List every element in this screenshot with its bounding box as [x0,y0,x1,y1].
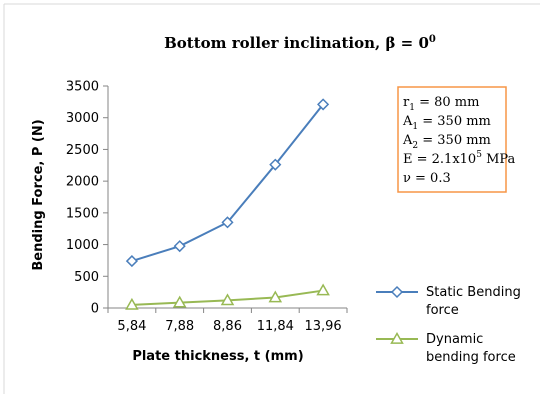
series-layer [125,98,330,310]
parameter-subscript: 2 [412,141,418,151]
y-tick-label: 500 [74,270,99,285]
series-2-point [316,283,330,296]
x-tick-label: 8,86 [213,319,242,334]
parameter-rest: = 80 mm [415,95,480,110]
axes: 0 500 1000 1500 2000 2500 3000 3500 5,84 7,88 8,86… [66,80,348,334]
parameter-rest: = 350 mm [418,114,491,129]
parameter-base: A [402,133,413,148]
series-1-point [125,255,138,268]
series-2-point [220,293,235,306]
legend-label-1: Static Bending force [426,285,521,318]
parameter-base: r [403,95,410,110]
parameter-rest: = 350 mm [418,133,491,148]
series-1-point [221,216,234,229]
legend-label-line: Dynamic [426,332,483,347]
parameter-rest: MPa [482,152,516,167]
parameter-subscript: 1 [412,122,418,132]
parameter-subscript: 1 [409,103,415,113]
x-axis-title: Plate thickness, t (mm) [132,349,303,364]
x-tick-label: 7,88 [165,319,194,334]
y-tick-label: 2500 [66,143,99,158]
legend-label-line: bending force [426,350,516,365]
parameter-superscript: 5 [476,150,482,160]
y-axis-title: Bending Force, P (N) [31,119,46,270]
chart-title-main: Bottom roller inclination, β = 0 [164,34,429,52]
series-2-point [172,295,187,308]
parameter-line: A1 = 350 mm [402,114,491,132]
legend-marker-2 [390,331,404,344]
legend-label-2: Dynamic bending force [426,332,516,365]
legend-marker-1 [390,285,404,299]
y-tick-label: 1500 [66,206,99,221]
series-1-point [173,240,186,253]
parameter-base: ν = 0.3 [403,171,451,186]
legend: Static Bending force Dynamic bending force [376,285,521,365]
parameter-base: A [402,114,413,129]
chart-title: Bottom roller inclination, β = 00 [164,34,436,52]
legend-label-line: force [426,303,459,318]
series-2-point [125,297,139,310]
series-1-point [317,98,330,111]
y-tick-label: 3000 [66,111,99,126]
y-tick-label: 1000 [66,238,99,253]
series-2-point [268,290,283,303]
x-tick-label: 5,84 [117,319,146,334]
chart-title-superscript: 0 [429,34,436,45]
y-tick-label: 2000 [66,175,99,190]
parameters-box-border [397,86,507,193]
legend-label-line: Static Bending [426,285,521,300]
parameter-line: A2 = 350 mm [402,133,491,151]
parameter-line: ν = 0.3 [403,171,451,186]
parameter-base: E = 2.1x10 [403,152,476,167]
series-line-1 [131,103,324,263]
parameter-line: E = 2.1x105 MPa [403,150,516,167]
x-tick-label: 13,96 [304,319,341,334]
parameter-line: r1 = 80 mm [403,95,479,113]
y-tick-label: 3500 [66,80,99,95]
x-tick-label: 11,84 [257,319,294,334]
series-1-point [269,158,282,171]
y-tick-label: 0 [91,302,99,317]
